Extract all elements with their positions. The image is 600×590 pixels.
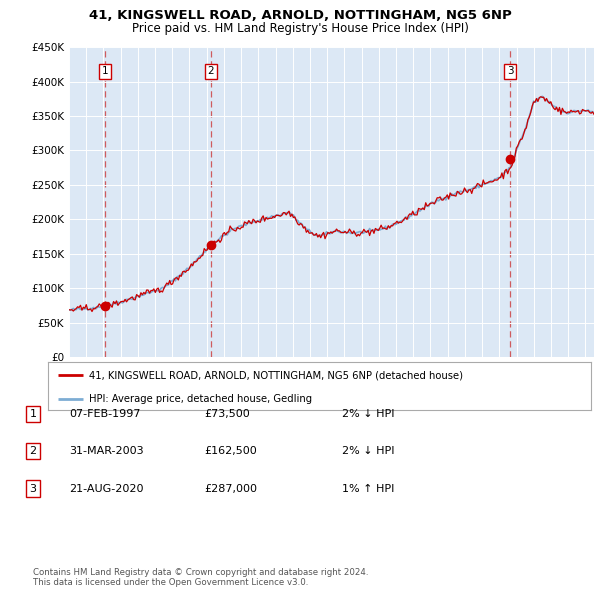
Text: 07-FEB-1997: 07-FEB-1997 xyxy=(69,409,140,419)
Text: 41, KINGSWELL ROAD, ARNOLD, NOTTINGHAM, NG5 6NP: 41, KINGSWELL ROAD, ARNOLD, NOTTINGHAM, … xyxy=(89,9,511,22)
Text: 31-MAR-2003: 31-MAR-2003 xyxy=(69,447,143,456)
Text: 1: 1 xyxy=(102,66,109,76)
Text: HPI: Average price, detached house, Gedling: HPI: Average price, detached house, Gedl… xyxy=(89,394,312,404)
Text: 2% ↓ HPI: 2% ↓ HPI xyxy=(342,409,395,419)
Text: 21-AUG-2020: 21-AUG-2020 xyxy=(69,484,143,493)
Text: 41, KINGSWELL ROAD, ARNOLD, NOTTINGHAM, NG5 6NP (detached house): 41, KINGSWELL ROAD, ARNOLD, NOTTINGHAM, … xyxy=(89,370,463,380)
Text: £287,000: £287,000 xyxy=(204,484,257,493)
Text: 2: 2 xyxy=(208,66,214,76)
Text: 1: 1 xyxy=(29,409,37,419)
Text: Contains HM Land Registry data © Crown copyright and database right 2024.
This d: Contains HM Land Registry data © Crown c… xyxy=(33,568,368,587)
Text: Price paid vs. HM Land Registry's House Price Index (HPI): Price paid vs. HM Land Registry's House … xyxy=(131,22,469,35)
Text: 2% ↓ HPI: 2% ↓ HPI xyxy=(342,447,395,456)
Text: 1% ↑ HPI: 1% ↑ HPI xyxy=(342,484,394,493)
Text: 3: 3 xyxy=(29,484,37,493)
Text: £73,500: £73,500 xyxy=(204,409,250,419)
Text: £162,500: £162,500 xyxy=(204,447,257,456)
Text: 3: 3 xyxy=(507,66,514,76)
Text: 2: 2 xyxy=(29,447,37,456)
